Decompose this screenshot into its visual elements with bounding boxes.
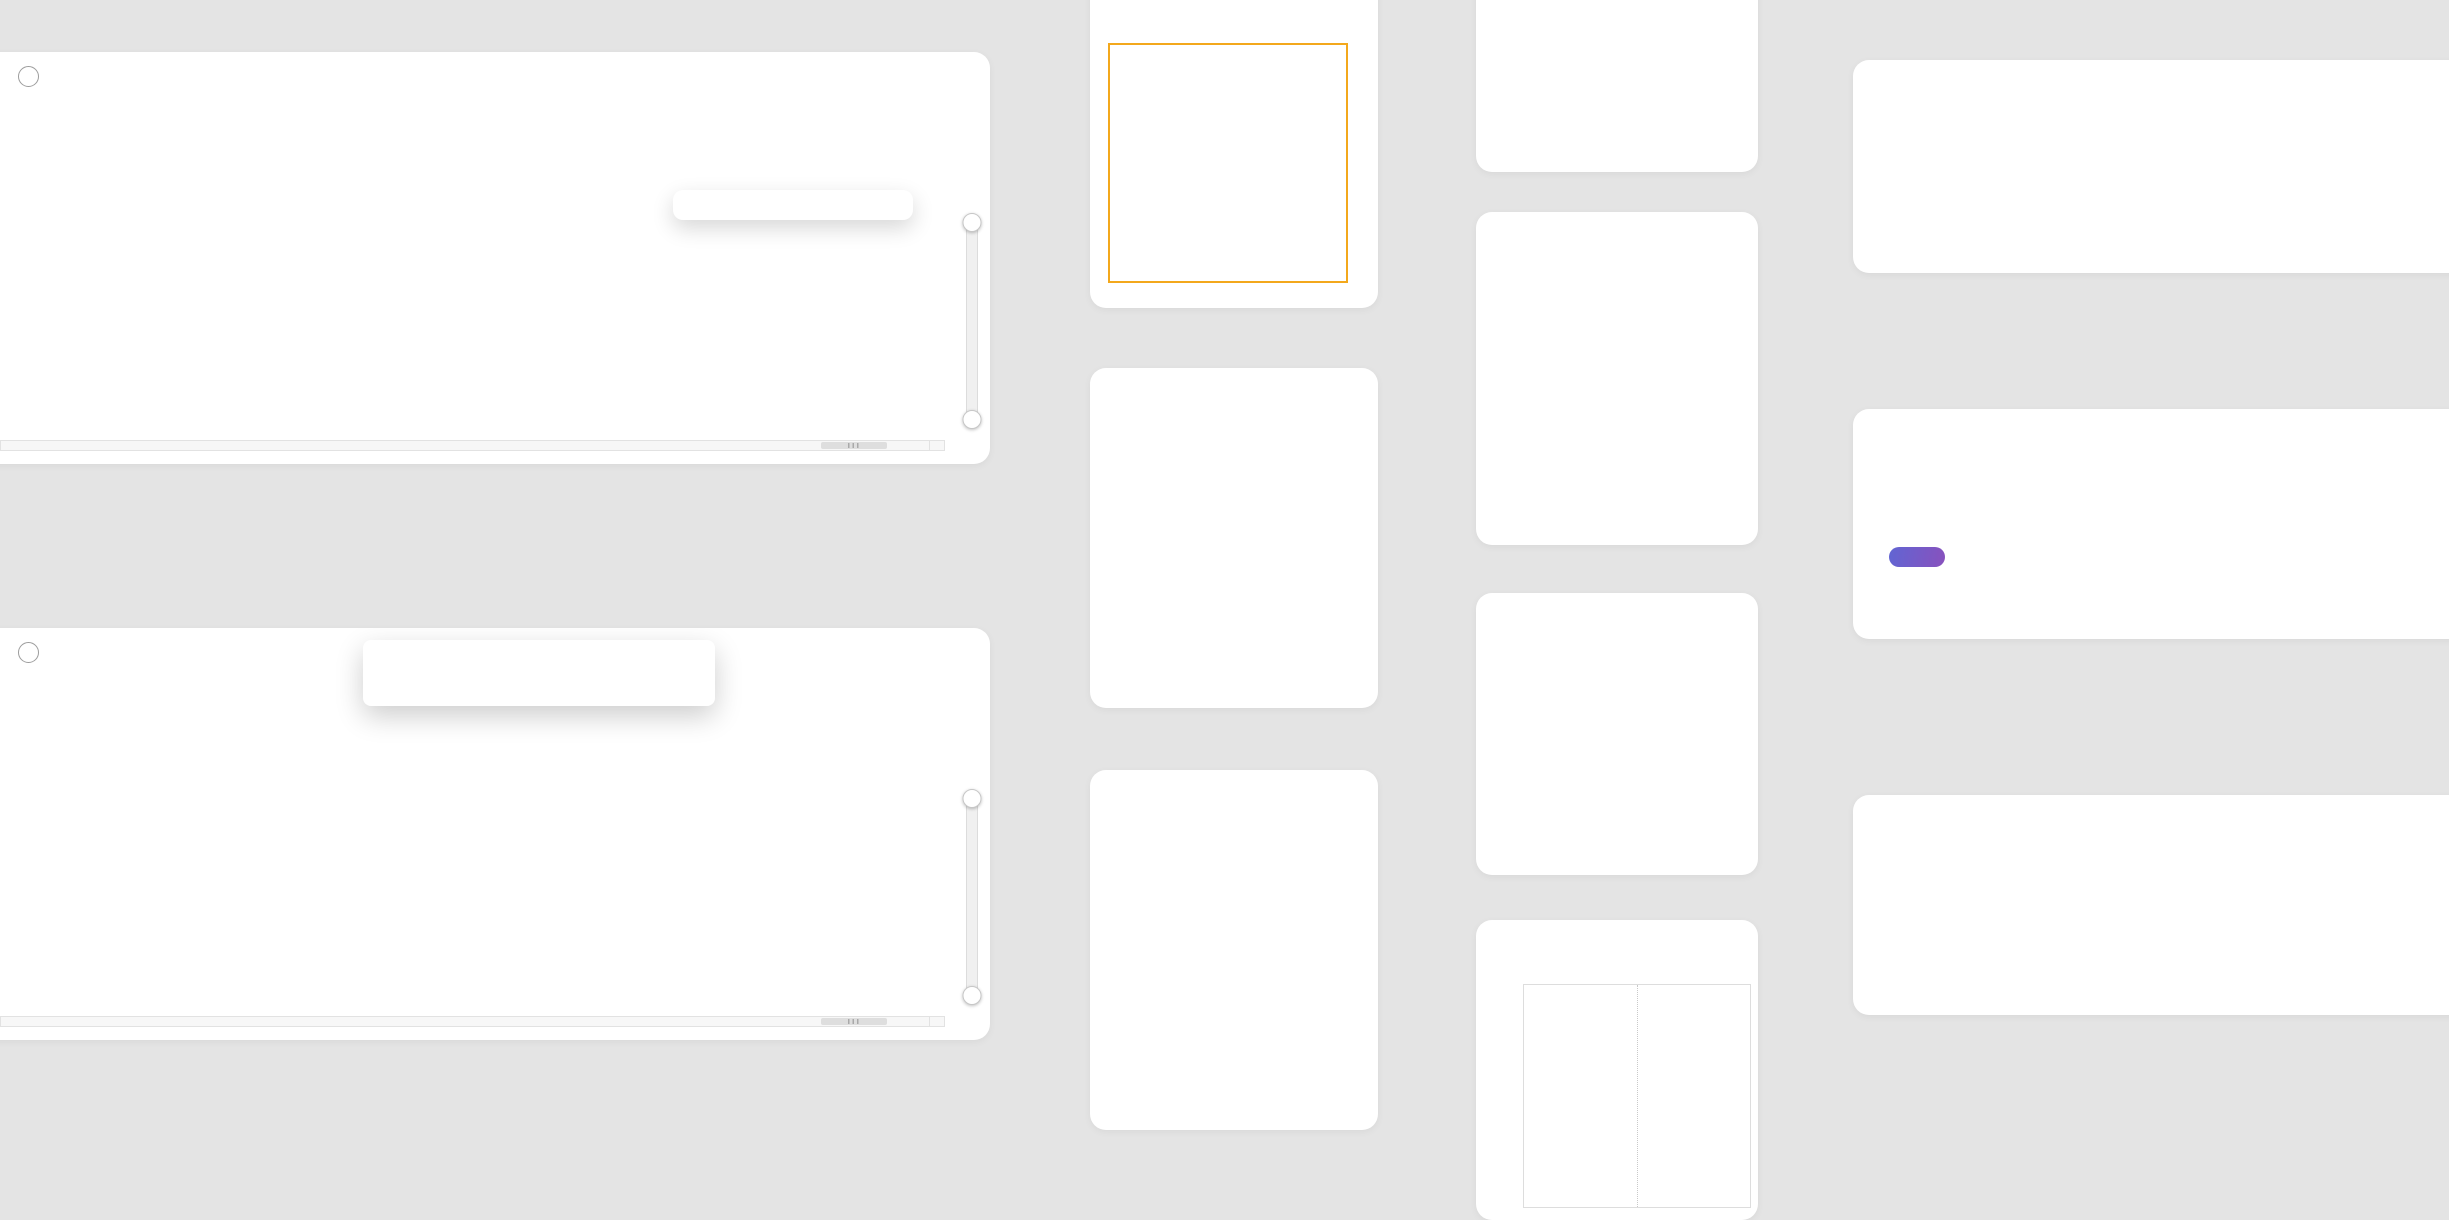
sign-up-button[interactable] [1889, 547, 1945, 567]
risk-zone-chart [1108, 43, 1348, 283]
event-artwork [1853, 409, 2449, 639]
tail-risk-monitor-band-card [1090, 770, 1378, 1130]
risk-status-card [1090, 0, 1378, 308]
geoquant-us-card [1853, 60, 2449, 273]
event-calendar-card [1476, 593, 1758, 875]
slider-handle-bottom[interactable] [962, 410, 982, 429]
horizontal-scrollbar[interactable] [0, 1016, 945, 1027]
recession-indicator-card-2 [0, 628, 990, 1040]
risk-change-value [1889, 172, 1891, 239]
horizontal-scrollbar[interactable] [0, 440, 945, 451]
slider-handle-top[interactable] [962, 213, 982, 232]
state-street-live-card [1853, 409, 2449, 639]
vertical-range-slider[interactable] [962, 213, 982, 429]
vertical-range-slider[interactable] [962, 789, 982, 1005]
range-navigator[interactable] [0, 980, 945, 1012]
scatter-plot [1523, 984, 1751, 1208]
info-icon[interactable] [18, 642, 39, 663]
plot-center-gridline [1637, 985, 1638, 1207]
chart-controls [8, 132, 946, 158]
card-title-row [6, 66, 39, 87]
chart-tooltip [673, 190, 913, 220]
geoquant-australia-card [1476, 212, 1758, 545]
card-title-row [6, 642, 39, 663]
range-navigator[interactable] [0, 404, 945, 436]
info-icon[interactable] [18, 66, 39, 87]
slider-handle-top[interactable] [962, 789, 982, 808]
flows-table-card [1476, 0, 1758, 172]
currency-coins-artwork [1853, 795, 2449, 1015]
stacked-area-chart[interactable] [0, 740, 945, 953]
recession-indicator-card [0, 52, 990, 464]
chart-controls [8, 708, 946, 734]
trade-idea-card [1853, 795, 2449, 1015]
usd-scatter-card [1476, 920, 1758, 1220]
tail-risk-monitor-bar-card [1090, 368, 1378, 708]
indicator-info-popover [363, 640, 715, 706]
scroll-right-arrow-icon[interactable] [929, 441, 943, 450]
slider-handle-bottom[interactable] [962, 986, 982, 1005]
scrollbar-handle[interactable] [821, 1018, 888, 1025]
scroll-right-arrow-icon[interactable] [929, 1017, 943, 1026]
scrollbar-handle[interactable] [821, 442, 888, 449]
